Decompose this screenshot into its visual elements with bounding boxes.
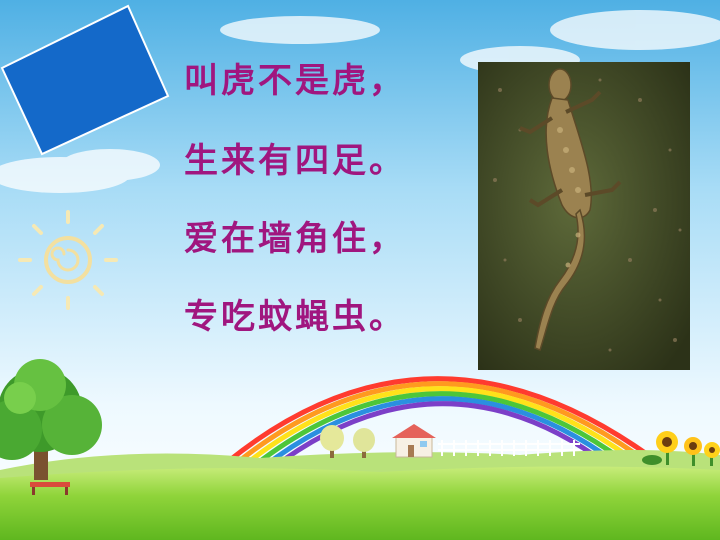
- riddle-line-2: 生来有四足。: [184, 141, 406, 181]
- grass: [0, 466, 720, 540]
- gecko-photo: [478, 62, 690, 370]
- sunflowers: [642, 431, 720, 466]
- blue-card: [0, 4, 170, 156]
- small-trees: [320, 425, 375, 458]
- riddle-line-3: 爱在墙角住，: [184, 219, 406, 259]
- rainbow: [228, 376, 650, 472]
- riddle-line-4: 专吃蚊蝇虫。: [184, 297, 406, 337]
- tree: [0, 359, 102, 480]
- house: [392, 424, 436, 458]
- sun-icon: [18, 210, 118, 310]
- fence: [438, 440, 580, 456]
- clouds: [0, 10, 720, 193]
- riddle-line-1: 叫虎不是虎，: [184, 61, 406, 101]
- bench: [30, 482, 70, 495]
